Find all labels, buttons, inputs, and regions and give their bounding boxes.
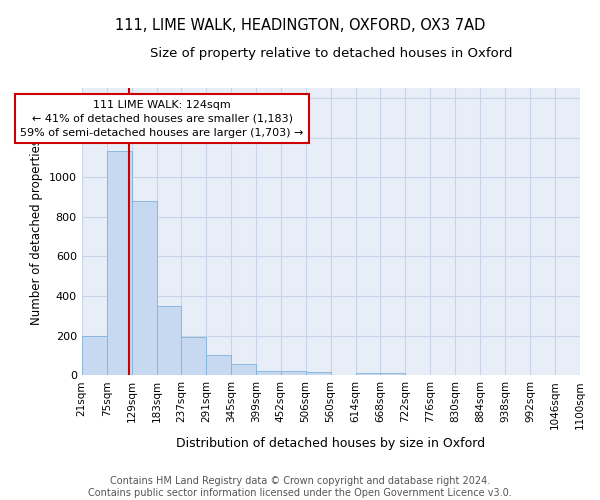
Bar <box>305 372 331 375</box>
Bar <box>181 336 206 375</box>
Bar <box>82 336 107 375</box>
Text: 111 LIME WALK: 124sqm  
← 41% of detached houses are smaller (1,183)
59% of semi: 111 LIME WALK: 124sqm ← 41% of detached … <box>20 100 304 138</box>
Bar <box>281 371 305 375</box>
Y-axis label: Number of detached properties: Number of detached properties <box>30 138 43 324</box>
X-axis label: Distribution of detached houses by size in Oxford: Distribution of detached houses by size … <box>176 437 485 450</box>
Bar <box>256 371 281 375</box>
Bar <box>232 364 256 375</box>
Bar <box>206 356 232 375</box>
Bar <box>380 373 406 375</box>
Bar <box>107 152 131 375</box>
Bar <box>157 306 181 375</box>
Bar <box>131 201 157 375</box>
Bar <box>356 373 380 375</box>
Text: 111, LIME WALK, HEADINGTON, OXFORD, OX3 7AD: 111, LIME WALK, HEADINGTON, OXFORD, OX3 … <box>115 18 485 32</box>
Title: Size of property relative to detached houses in Oxford: Size of property relative to detached ho… <box>149 48 512 60</box>
Text: Contains HM Land Registry data © Crown copyright and database right 2024.
Contai: Contains HM Land Registry data © Crown c… <box>88 476 512 498</box>
